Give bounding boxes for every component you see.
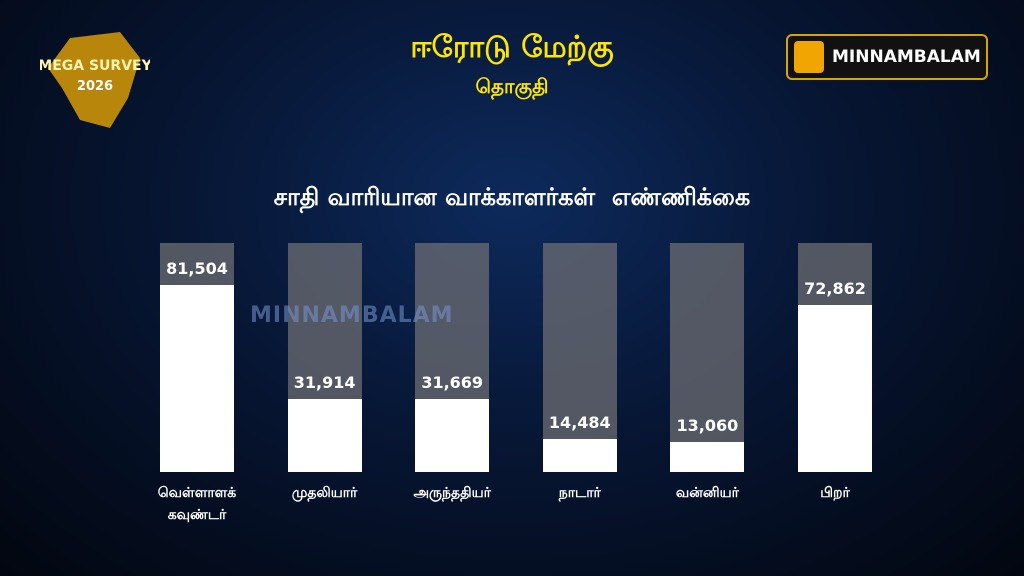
bar xyxy=(542,438,617,472)
value-label: 13,060 xyxy=(676,416,739,436)
bar xyxy=(670,442,745,472)
category-label: அருந்ததியர் xyxy=(413,485,491,501)
subtitle: தொகுதி xyxy=(475,74,549,98)
bar xyxy=(287,398,362,472)
bar xyxy=(415,399,490,472)
bar-track xyxy=(670,243,745,472)
logo-shape xyxy=(48,32,140,128)
value-label: 31,669 xyxy=(421,373,484,393)
category-label: வெள்ளாளக் கவுண்டர் xyxy=(157,485,237,523)
brand-name: MINNAMBALAM xyxy=(832,47,981,67)
value-label: 81,504 xyxy=(166,259,228,279)
title: ஈரோடு மேற்கு xyxy=(410,30,614,65)
category-label: பிறர் xyxy=(820,485,850,501)
survey-logo: MEGA SURVEY 2026 xyxy=(40,32,150,128)
category-label: முதலியார் xyxy=(291,485,358,501)
category-label: நாடார் xyxy=(558,485,601,501)
logo-text: MEGA SURVEY xyxy=(40,58,150,74)
chart-title: சாதி வாரியான வாக்காளர்கள் எண்ணிக்கை xyxy=(273,183,751,211)
value-label: 72,862 xyxy=(804,279,866,299)
category-label: வன்னியர் xyxy=(675,485,739,501)
brand-icon xyxy=(794,41,824,73)
brand-logo: MINNAMBALAM xyxy=(786,34,988,80)
logo-year: 2026 xyxy=(77,79,113,94)
bar-track xyxy=(542,243,617,472)
value-label: 14,484 xyxy=(548,412,611,432)
bar xyxy=(798,305,872,472)
value-label: 31,914 xyxy=(293,372,356,392)
bar xyxy=(160,285,234,472)
watermark: MINNAMBALAM xyxy=(250,303,454,328)
